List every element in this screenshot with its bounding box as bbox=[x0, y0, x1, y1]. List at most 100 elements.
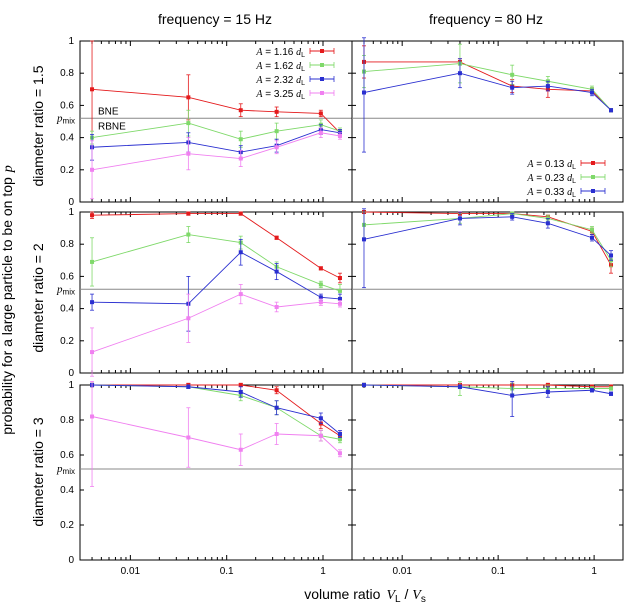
series-green bbox=[361, 381, 614, 396]
legend-entry-label: A = 1.62 dL bbox=[255, 61, 305, 73]
series-line bbox=[363, 63, 612, 111]
panel-4: 0 0.2 0.4 0.6 0.8 1 pmix 0.01 0.1 1 bbox=[56, 380, 353, 577]
data-point bbox=[457, 71, 462, 76]
data-point bbox=[238, 383, 243, 387]
data-point bbox=[545, 390, 550, 394]
data-point bbox=[361, 383, 366, 387]
series-line bbox=[363, 211, 612, 266]
legend-entry-label: A = 1.16 dL bbox=[255, 47, 305, 59]
data-point bbox=[589, 227, 594, 232]
legend: A = 0.13 dL A = 0.23 dL A = 0.33 dL bbox=[526, 159, 606, 199]
series-line bbox=[363, 384, 612, 396]
legend: A = 1.16 dL A = 1.62 dL A = 2.32 dL A = 3.2… bbox=[255, 47, 335, 101]
data-point bbox=[361, 90, 366, 95]
data-point bbox=[90, 87, 95, 92]
data-point bbox=[90, 414, 95, 419]
x-tick-label: 0.1 bbox=[220, 566, 234, 577]
series-line bbox=[92, 384, 341, 437]
data-point bbox=[457, 384, 462, 389]
x-tick-label: 1 bbox=[320, 566, 326, 577]
y-tick-label: 0.2 bbox=[60, 165, 74, 176]
data-point bbox=[318, 300, 323, 305]
x-axis-num-sub: L bbox=[395, 594, 401, 605]
y-tick-label: 0.8 bbox=[60, 239, 74, 250]
panel-frame bbox=[351, 211, 624, 374]
series-blue bbox=[361, 381, 614, 417]
data-point bbox=[510, 72, 515, 77]
series-magenta bbox=[90, 127, 342, 200]
legend-swatch-marker bbox=[591, 161, 595, 165]
labels-layer: frequency = 15 Hz frequency = 80 Hz diam… bbox=[0, 11, 543, 605]
series-green bbox=[90, 109, 342, 148]
svg-text:probability for a large partic: probability for a large particle to be o… bbox=[0, 165, 16, 435]
series-line bbox=[92, 251, 341, 305]
data-point bbox=[274, 432, 279, 436]
data-point bbox=[90, 350, 95, 355]
x-tick-label: 0.01 bbox=[392, 566, 412, 577]
panel-frame bbox=[351, 384, 624, 561]
x-axis-sep: / bbox=[401, 586, 413, 602]
panel-frame bbox=[79, 211, 353, 374]
legend-entry-label: A = 0.23 dL bbox=[526, 173, 576, 185]
data-point bbox=[238, 137, 243, 142]
x-tick-label: 0.01 bbox=[121, 566, 141, 577]
series-red bbox=[361, 209, 614, 274]
row-title-2: diameter ratio = 2 bbox=[30, 243, 46, 353]
data-point bbox=[186, 232, 191, 237]
x-axis-den-sub: s bbox=[421, 594, 426, 605]
x-axis-num: V bbox=[386, 588, 396, 603]
y-tick-label: 0.4 bbox=[60, 133, 74, 144]
series-line bbox=[92, 384, 341, 435]
pmix-label: pmix bbox=[56, 112, 75, 125]
y-tick-label: 0.4 bbox=[60, 304, 74, 315]
data-point bbox=[609, 391, 614, 396]
data-point bbox=[545, 221, 550, 226]
series-blue bbox=[90, 124, 342, 161]
data-point bbox=[274, 405, 279, 410]
data-point bbox=[609, 108, 614, 113]
series-green bbox=[361, 211, 614, 268]
data-point bbox=[274, 304, 279, 309]
series-line bbox=[91, 416, 341, 454]
legend-entry-label: A = 0.13 dL bbox=[526, 159, 576, 171]
y-tick-label: 1 bbox=[68, 207, 74, 218]
y-tick-label: 0 bbox=[68, 555, 74, 566]
panel-frame bbox=[79, 384, 353, 561]
data-point bbox=[609, 386, 614, 391]
pmix-label: pmix bbox=[56, 463, 75, 476]
data-point bbox=[510, 85, 515, 90]
data-point bbox=[186, 316, 191, 321]
legend-entry-label: A = 2.32 dL bbox=[255, 75, 305, 87]
data-point bbox=[274, 235, 279, 240]
data-point bbox=[337, 301, 342, 306]
data-point bbox=[318, 130, 323, 135]
y-axis-title-text: probability for a large particle to be o… bbox=[0, 177, 15, 435]
data-point bbox=[318, 433, 323, 438]
data-point bbox=[589, 90, 594, 95]
y-tick-label: 0 bbox=[68, 368, 74, 379]
data-point bbox=[186, 95, 191, 100]
data-point bbox=[186, 384, 191, 389]
row-title-3: diameter ratio = 3 bbox=[30, 417, 46, 527]
y-tick-label: 0 bbox=[68, 197, 74, 208]
y-tick-label: 0.6 bbox=[60, 450, 74, 461]
panel-5: 0.01 0.1 1 bbox=[351, 381, 624, 577]
data-point bbox=[238, 250, 243, 255]
data-point bbox=[186, 211, 191, 216]
data-point bbox=[510, 214, 515, 219]
data-point bbox=[318, 111, 323, 116]
y-tick-label: 0.6 bbox=[60, 100, 74, 111]
data-point bbox=[186, 435, 191, 440]
series-red bbox=[90, 211, 342, 284]
series-green bbox=[90, 382, 342, 444]
data-point bbox=[609, 253, 614, 258]
y-tick-label: 0.8 bbox=[60, 415, 74, 426]
series-line bbox=[91, 88, 341, 134]
series-line bbox=[363, 72, 612, 111]
x-tick-label: 1 bbox=[591, 566, 597, 577]
series-line bbox=[92, 129, 341, 153]
